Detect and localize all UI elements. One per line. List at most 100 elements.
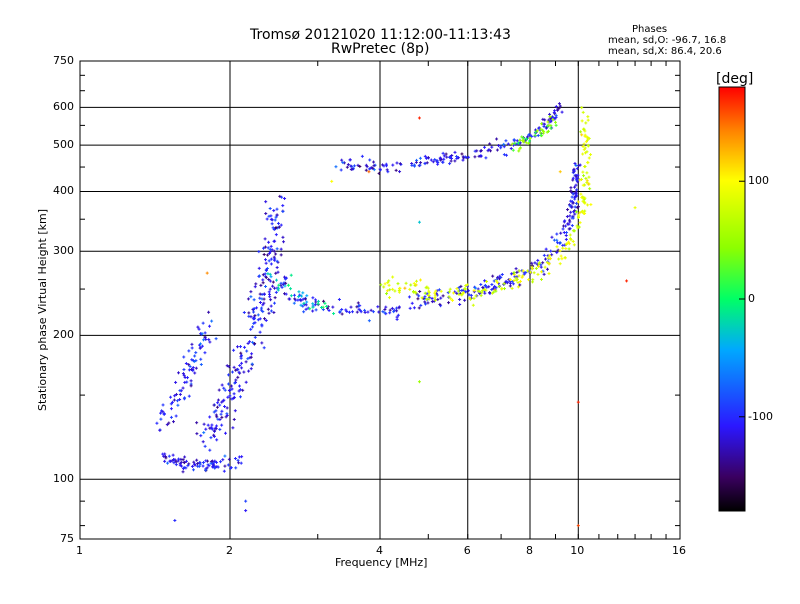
echo-point — [447, 295, 451, 299]
echo-point — [455, 287, 459, 291]
echo-point — [249, 327, 253, 331]
echo-point — [586, 203, 590, 207]
echo-point — [293, 297, 297, 301]
echo-point — [574, 210, 578, 214]
echo-point — [536, 258, 540, 262]
echo-point — [222, 469, 226, 473]
stats-heading: Phases — [632, 24, 668, 35]
echo-point — [397, 306, 401, 310]
echo-point — [367, 167, 371, 171]
echo-point — [417, 116, 421, 120]
echo-point — [252, 306, 256, 310]
echo-point — [549, 120, 553, 124]
echo-point — [527, 141, 531, 145]
echo-point — [273, 296, 277, 300]
echo-point — [464, 284, 468, 288]
echo-point — [182, 460, 186, 464]
echo-point — [570, 216, 574, 220]
echo-point — [398, 286, 402, 290]
echo-point — [215, 424, 219, 428]
echo-point — [299, 299, 303, 303]
echo-point — [449, 297, 453, 301]
echo-point — [368, 158, 372, 162]
echo-point — [249, 295, 253, 299]
echo-point — [269, 244, 273, 248]
echo-point — [289, 294, 293, 298]
echo-point — [190, 464, 194, 468]
echo-point — [269, 257, 273, 261]
echo-point — [494, 279, 498, 283]
echo-point — [207, 310, 211, 314]
echo-point — [212, 433, 216, 437]
echo-point — [350, 167, 354, 171]
echo-point — [349, 164, 353, 168]
echo-point — [467, 155, 471, 159]
echo-point — [326, 306, 330, 310]
echo-point — [463, 155, 467, 159]
echo-point — [547, 262, 551, 266]
echo-point — [267, 311, 271, 315]
echo-point — [418, 289, 422, 293]
echo-point — [277, 283, 281, 287]
echo-point — [419, 303, 423, 307]
echo-point — [448, 155, 452, 159]
echo-point — [548, 254, 552, 258]
echo-point — [283, 197, 287, 201]
echo-point — [410, 301, 414, 305]
echo-point — [257, 274, 261, 278]
echo-point — [480, 289, 484, 293]
echo-point — [199, 346, 203, 350]
echo-point — [580, 119, 584, 123]
echo-point — [534, 266, 538, 270]
echo-point — [367, 319, 371, 323]
echo-point — [542, 253, 546, 257]
echo-point — [441, 151, 445, 155]
echo-point — [512, 279, 516, 283]
echo-point — [274, 226, 278, 230]
echo-point — [257, 250, 261, 254]
echo-point — [255, 306, 259, 310]
echo-point — [439, 289, 443, 293]
echo-point — [414, 279, 418, 283]
echo-point — [223, 404, 227, 408]
echo-point — [412, 290, 416, 294]
echo-point — [244, 509, 248, 513]
echo-point — [341, 161, 345, 165]
echo-point — [247, 369, 251, 373]
echo-point — [567, 242, 571, 246]
echo-point — [250, 362, 254, 366]
echo-point — [423, 161, 427, 165]
echo-point — [223, 388, 227, 392]
echo-point — [463, 298, 467, 302]
echo-point — [483, 279, 487, 283]
echo-point — [181, 372, 185, 376]
echo-point — [210, 459, 214, 463]
echo-point — [586, 143, 590, 147]
echo-point — [518, 283, 522, 287]
echo-point — [194, 359, 198, 363]
echo-point — [518, 279, 522, 283]
echo-point — [218, 427, 222, 431]
echo-point — [584, 151, 588, 155]
echo-point — [364, 163, 368, 167]
y-tick-label: 400 — [53, 184, 74, 198]
echo-point — [271, 226, 275, 230]
echo-point — [573, 161, 577, 165]
echo-point — [177, 371, 181, 375]
echo-point — [190, 342, 194, 346]
echo-point — [479, 149, 483, 153]
echo-point — [490, 288, 494, 292]
echo-point — [444, 152, 448, 156]
echo-point — [226, 463, 230, 467]
echo-point — [508, 278, 512, 282]
echo-point — [511, 282, 515, 286]
echo-point — [267, 290, 271, 294]
echo-point — [230, 370, 234, 374]
colorbar-tick-label: 0 — [748, 292, 755, 305]
echo-point — [495, 137, 499, 141]
echo-point — [264, 318, 268, 322]
echo-point — [274, 233, 278, 237]
echo-point — [423, 295, 427, 299]
echo-point — [539, 277, 543, 281]
echo-point — [301, 304, 305, 308]
